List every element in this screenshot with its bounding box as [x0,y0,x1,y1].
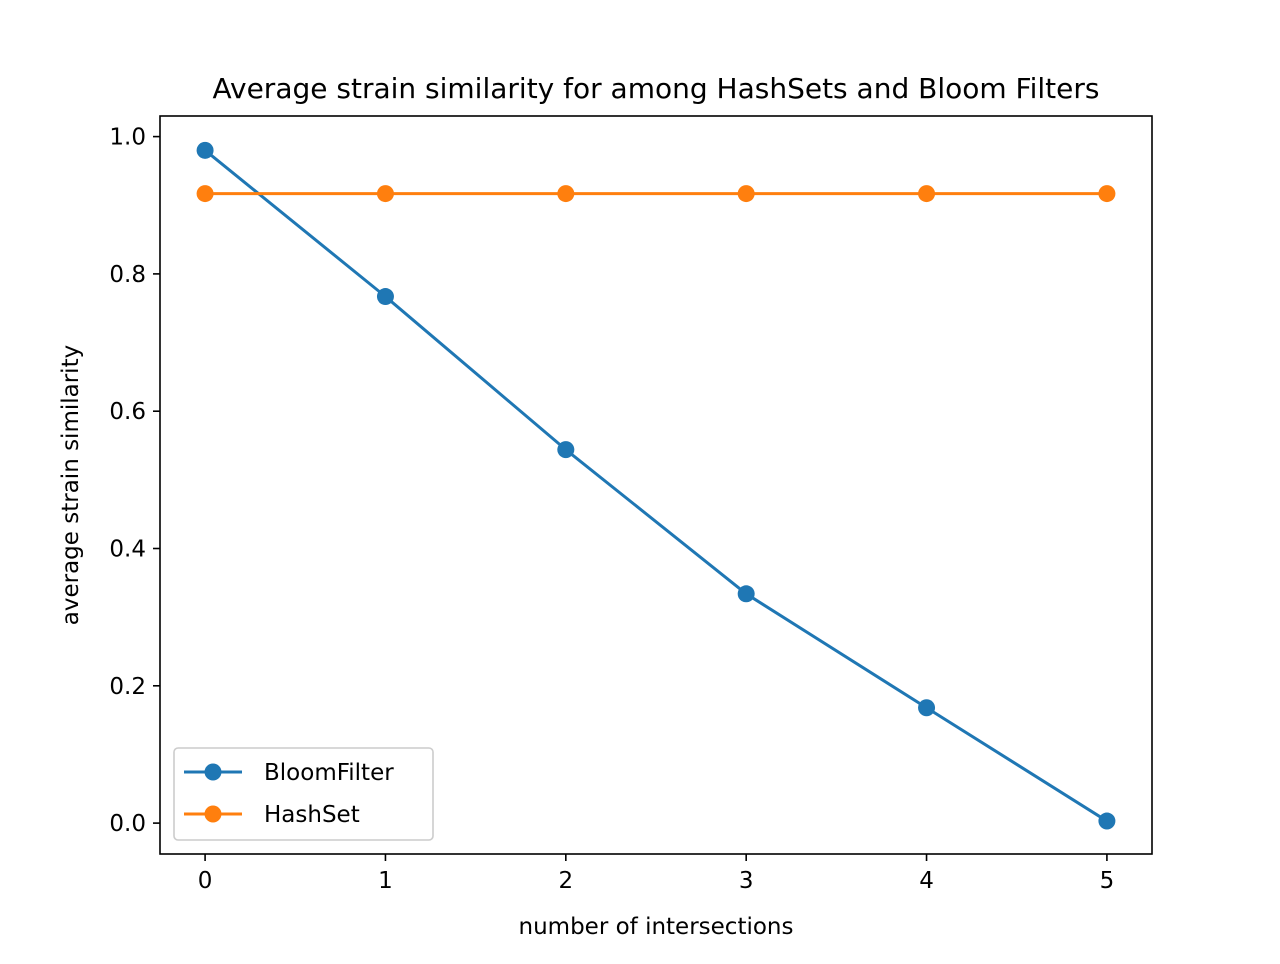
y-tick-label: 0.4 [109,537,146,563]
legend-marker-hashset [204,805,222,823]
y-tick-label: 1.0 [109,125,146,151]
chart-title: Average strain similarity for among Hash… [213,72,1100,105]
data-point-bloomfilter [557,441,575,459]
x-tick-label: 5 [1100,868,1115,894]
data-point-hashset [196,185,214,203]
data-point-bloomfilter [196,141,214,159]
data-point-bloomfilter [1098,812,1116,830]
data-point-bloomfilter [918,699,936,717]
x-tick-label: 2 [558,868,573,894]
x-tick-label: 0 [198,868,213,894]
legend-label-bloomfilter: BloomFilter [264,760,394,786]
x-axis-label: number of intersections [519,914,794,940]
legend-marker-bloomfilter [204,763,222,781]
y-tick-label: 0.2 [109,674,146,700]
data-point-bloomfilter [737,585,755,603]
data-point-hashset [1098,185,1116,203]
data-point-hashset [376,185,394,203]
series-layer [196,141,1116,830]
y-axis: 0.0 0.2 0.4 0.6 0.8 1.0 [109,125,160,837]
plot-frame [159,115,1153,855]
data-point-hashset [918,185,936,203]
series-line-bloomfilter [204,149,1108,823]
y-tick-label: 0.0 [109,811,146,837]
x-axis: 0 1 2 3 4 5 [198,854,1114,894]
data-point-hashset [557,185,575,203]
legend-label-hashset: HashSet [264,802,360,828]
y-axis-label: average strain similarity [58,345,84,625]
x-tick-label: 1 [378,868,393,894]
data-point-hashset [737,185,755,203]
y-tick-label: 0.8 [109,262,146,288]
y-tick-label: 0.6 [109,399,146,425]
legend: BloomFilter HashSet [173,747,434,841]
data-point-bloomfilter [376,288,394,306]
x-tick-label: 4 [919,868,934,894]
x-tick-label: 3 [739,868,754,894]
